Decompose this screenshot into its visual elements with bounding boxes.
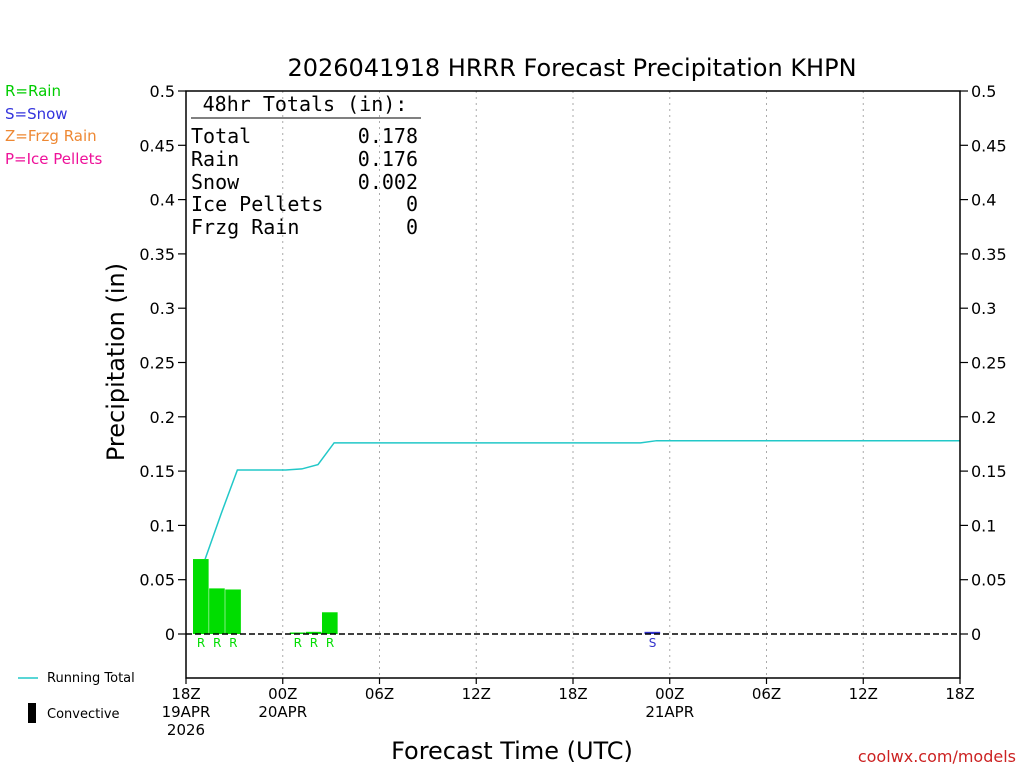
bar-type-label-3: R <box>294 636 302 650</box>
x-tick-label-0-2: 2026 <box>167 721 205 739</box>
bar-type-label-2: R <box>229 636 237 650</box>
legend-rain: R=Rain <box>5 82 61 100</box>
totals-label-frzg-rain: Frzg Rain <box>191 215 299 239</box>
x-tick-label-7-0: 12Z <box>849 685 878 703</box>
y-tick-label-left-5: 0.25 <box>139 354 175 373</box>
y-tick-label-left-3: 0.15 <box>139 462 175 481</box>
y-tick-label-left-9: 0.45 <box>139 136 175 155</box>
x-tick-label-2-0: 06Z <box>365 685 394 703</box>
legend-ice-pellets: P=Ice Pellets <box>5 150 102 168</box>
totals-header: 48hr Totals (in): <box>203 92 408 116</box>
y-tick-label-left-6: 0.3 <box>150 299 175 318</box>
x-tick-label-0-0: 18Z <box>171 685 200 703</box>
convective-legend-label: Convective <box>47 707 120 722</box>
credit-text: coolwx.com/models <box>858 747 1016 766</box>
y-tick-label-left-4: 0.2 <box>150 408 175 427</box>
x-tick-label-6-0: 06Z <box>752 685 781 703</box>
series-legend: Running Total Convective <box>18 671 135 723</box>
y-tick-label-right-1: 0.05 <box>971 571 1007 590</box>
y-axis-title: Precipitation (in) <box>102 263 130 461</box>
y-tick-label-right-7: 0.35 <box>971 245 1007 264</box>
precip-bar-1 <box>209 588 225 634</box>
y-axis-right: 0 0.05 0.1 0.15 0.2 0.25 0.3 0.35 0.4 0.45 0.5 <box>960 82 1007 644</box>
totals-label-total: Total <box>191 124 251 148</box>
y-tick-label-left-2: 0.1 <box>150 516 175 535</box>
y-tick-label-right-9: 0.45 <box>971 136 1007 155</box>
x-tick-label-4-0: 18Z <box>558 685 587 703</box>
bar-type-label-6: S <box>649 636 657 650</box>
x-tick-label-8-0: 18Z <box>945 685 974 703</box>
y-tick-label-left-0: 0 <box>165 625 175 644</box>
bar-type-label-4: R <box>310 636 318 650</box>
type-legend: R=Rain S=Snow Z=Frzg Rain P=Ice Pellets <box>5 82 102 168</box>
x-tick-label-1-1: 20APR <box>258 703 307 721</box>
y-tick-label-right-3: 0.15 <box>971 462 1007 481</box>
totals-box: 48hr Totals (in): Total 0.178 Rain 0.176… <box>191 92 421 239</box>
totals-value-snow: 0.002 <box>358 170 418 194</box>
totals-value-rain: 0.176 <box>358 147 418 171</box>
y-axis-left: 0 0.05 0.1 0.15 0.2 0.25 0.3 0.35 0.4 0.45 0.5 <box>139 82 186 644</box>
precip-bar-5 <box>322 612 338 634</box>
y-tick-label-right-8: 0.4 <box>971 191 996 210</box>
y-tick-label-right-5: 0.25 <box>971 354 1007 373</box>
precip-bar-0 <box>193 559 209 634</box>
y-tick-label-left-7: 0.35 <box>139 245 175 264</box>
gridlines <box>282 91 864 678</box>
x-tick-label-5-0: 00Z <box>655 685 684 703</box>
y-tick-label-right-10: 0.5 <box>971 82 996 101</box>
y-tick-label-right-0: 0 <box>971 625 981 644</box>
totals-label-snow: Snow <box>191 170 240 194</box>
y-tick-label-left-8: 0.4 <box>150 191 175 210</box>
precip-bar-2 <box>225 589 241 634</box>
chart-title: 2026041918 HRRR Forecast Precipitation K… <box>287 54 856 82</box>
y-tick-label-right-2: 0.1 <box>971 516 996 535</box>
y-tick-label-right-6: 0.3 <box>971 299 996 318</box>
totals-label-ice-pellets: Ice Pellets <box>191 192 323 216</box>
running-total-legend-label: Running Total <box>47 671 135 686</box>
x-tick-label-1-0: 00Z <box>268 685 297 703</box>
bar-type-label-0: R <box>197 636 205 650</box>
totals-label-rain: Rain <box>191 147 239 171</box>
convective-swatch <box>28 703 36 723</box>
x-tick-label-0-1: 19APR <box>162 703 211 721</box>
x-axis-title: Forecast Time (UTC) <box>391 737 633 765</box>
totals-value-frzg-rain: 0 <box>406 215 418 239</box>
y-tick-label-left-10: 0.5 <box>150 82 175 101</box>
running-total-series <box>204 439 960 560</box>
y-tick-label-right-4: 0.2 <box>971 408 996 427</box>
totals-value-ice-pellets: 0 <box>406 192 418 216</box>
precip-bar-6 <box>644 631 661 634</box>
y-tick-label-left-1: 0.05 <box>139 571 175 590</box>
bar-type-label-1: R <box>213 636 221 650</box>
precip-bar-4 <box>305 631 322 634</box>
x-tick-label-3-0: 12Z <box>462 685 491 703</box>
precip-bars <box>193 559 661 634</box>
running-total-line <box>204 439 960 560</box>
totals-value-total: 0.178 <box>358 124 418 148</box>
legend-snow: S=Snow <box>5 105 68 123</box>
x-tick-label-5-1: 21APR <box>645 703 694 721</box>
legend-frzg-rain: Z=Frzg Rain <box>5 127 97 145</box>
bar-type-label-5: R <box>326 636 334 650</box>
